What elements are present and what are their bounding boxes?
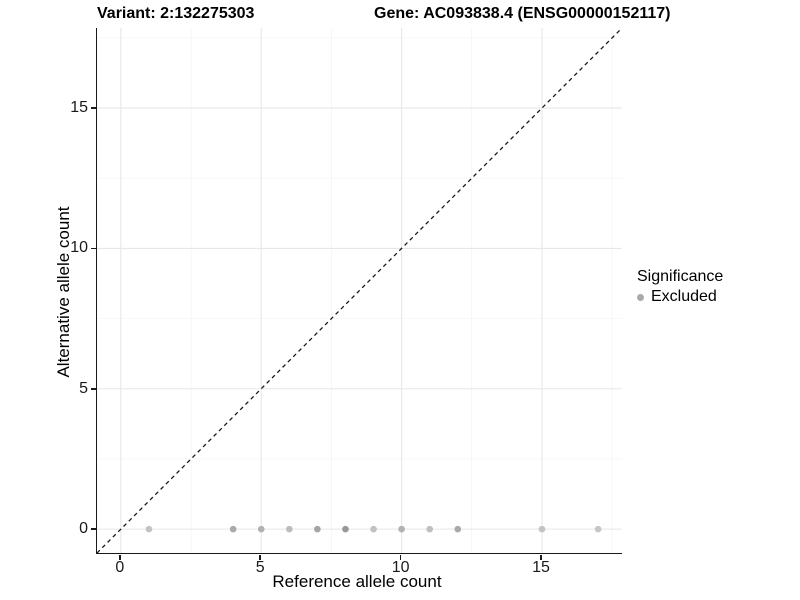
x-tick-mark (259, 554, 261, 560)
x-tick-mark (119, 554, 121, 560)
y-tick-label: 0 (79, 520, 88, 538)
y-tick-mark (91, 528, 96, 530)
data-point (145, 525, 153, 533)
y-tick-mark (91, 107, 96, 109)
x-tick-label: 0 (115, 559, 125, 576)
legend-item-excluded: Excluded (637, 288, 723, 306)
x-axis-title: Reference allele count (272, 572, 442, 591)
data-point (398, 525, 405, 533)
data-point (454, 525, 462, 533)
x-tick-mark (540, 554, 542, 560)
y-axis-title: Alternative allele count (54, 206, 73, 378)
data-point (426, 525, 433, 533)
data-point (257, 525, 265, 533)
data-point (229, 525, 237, 533)
x-tick-label: 5 (255, 559, 265, 576)
data-point (342, 525, 349, 533)
data-point (286, 525, 293, 533)
legend-item-label: Excluded (651, 288, 717, 305)
plot-panel (96, 28, 622, 554)
data-point (594, 525, 602, 533)
y-tick-label: 5 (79, 379, 88, 397)
legend-title: Significance (637, 268, 724, 285)
x-tick-label: 10 (391, 559, 410, 576)
y-tick-label: 10 (70, 239, 88, 257)
excluded-point-icon (637, 293, 644, 301)
y-tick-mark (91, 247, 96, 250)
identity-line (97, 28, 622, 553)
variant-title: Variant: 2:132275303 (97, 5, 255, 22)
x-tick-label: 15 (532, 559, 550, 576)
data-point (538, 525, 546, 533)
legend: Significance Excluded (637, 268, 723, 306)
plot-canvas (97, 28, 622, 553)
y-tick-mark (91, 388, 96, 390)
y-tick-label: 15 (70, 99, 88, 116)
x-tick-mark (399, 554, 402, 560)
data-point (370, 525, 377, 533)
data-point (314, 525, 321, 533)
gene-title: Gene: AC093838.4 (ENSG00000152117) (374, 5, 671, 22)
